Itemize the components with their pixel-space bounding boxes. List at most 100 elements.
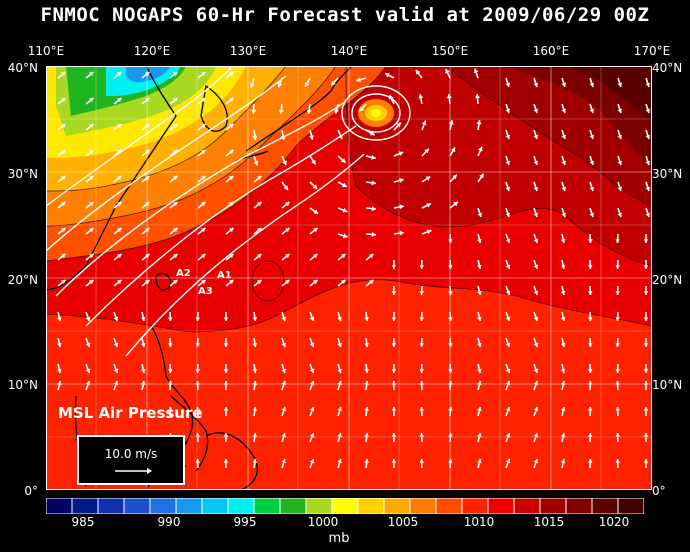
wind-vector-head bbox=[195, 343, 200, 347]
wind-vector-head bbox=[448, 317, 453, 321]
wind-vector-head bbox=[337, 316, 342, 321]
wind-vector-head bbox=[281, 433, 286, 438]
wind-vector-head bbox=[61, 202, 66, 207]
wind-vector-head bbox=[369, 130, 375, 136]
wind-vector-head bbox=[85, 316, 91, 321]
wind-vector-head bbox=[615, 369, 620, 373]
wind-vector-head bbox=[389, 95, 394, 100]
colorbar-cell bbox=[305, 498, 333, 514]
wind-vector-head bbox=[113, 316, 119, 321]
wind-vector-head bbox=[89, 202, 94, 207]
wind-vector-head bbox=[399, 204, 404, 210]
wind-vector-head bbox=[309, 381, 315, 386]
wind-vector-head bbox=[281, 459, 286, 464]
wind-vector-head bbox=[617, 108, 622, 113]
wind-vector-head bbox=[117, 228, 122, 233]
wind-vector-head bbox=[201, 72, 206, 77]
wind-vector-head bbox=[419, 459, 424, 463]
wind-vector-head bbox=[560, 459, 566, 464]
wind-vector-head bbox=[168, 317, 173, 321]
wind-vector-head bbox=[645, 186, 650, 191]
wind-vector-head bbox=[85, 368, 91, 373]
wind-vector-head bbox=[364, 317, 369, 321]
wind-vector-head bbox=[505, 381, 511, 386]
wind-vector-head bbox=[89, 176, 94, 181]
wind-vector-head bbox=[533, 368, 539, 373]
wind-vector-head bbox=[561, 108, 566, 113]
wind-vector-head bbox=[285, 228, 290, 233]
wind-vector-head bbox=[533, 264, 539, 269]
wind-vector-head bbox=[252, 369, 258, 373]
wind-vector-head bbox=[477, 407, 482, 412]
wind-vector-head bbox=[415, 70, 421, 75]
wind-vector-head bbox=[282, 160, 287, 166]
wind-vector-head bbox=[117, 280, 122, 285]
wind-vector-head bbox=[533, 108, 539, 113]
wind-vector-head bbox=[61, 280, 66, 285]
wind-vector-head bbox=[391, 343, 397, 347]
wind-vector-head bbox=[533, 134, 539, 139]
wind-vector-head bbox=[341, 280, 346, 285]
wind-vector-head bbox=[588, 265, 593, 269]
wind-vector-head bbox=[145, 150, 150, 155]
wind-vector-head bbox=[257, 280, 262, 285]
wind-vector-head bbox=[560, 381, 566, 386]
wind-vector-head bbox=[141, 316, 146, 321]
wind-vector-head bbox=[117, 124, 122, 129]
wind-vector-head bbox=[337, 342, 342, 347]
wind-vector-head bbox=[113, 368, 119, 373]
wind-vector-head bbox=[173, 124, 178, 129]
wind-vector-head bbox=[309, 316, 315, 321]
wind-vector-head bbox=[257, 176, 262, 181]
wind-vector-head bbox=[201, 202, 206, 207]
lat-label-30n-left: 30°N bbox=[7, 167, 38, 181]
wind-vector-head bbox=[89, 72, 94, 77]
colorbar-cell bbox=[409, 498, 437, 514]
wind-vector-head bbox=[391, 459, 397, 463]
wind-vector-head bbox=[309, 135, 314, 140]
colorbar-cell bbox=[201, 498, 229, 514]
wind-vector-head bbox=[313, 254, 318, 259]
wind-vector-head bbox=[396, 122, 401, 128]
wind-vector-head bbox=[364, 407, 369, 411]
colorbar-cell bbox=[617, 498, 644, 514]
wind-vector-head bbox=[201, 98, 206, 103]
wind-vector-head bbox=[195, 317, 200, 321]
wind-vector-head bbox=[505, 264, 511, 269]
colorbar-cell bbox=[487, 498, 515, 514]
wind-vector-head bbox=[61, 228, 66, 233]
wind-vector-head bbox=[249, 83, 255, 88]
wind-vector-head bbox=[283, 185, 288, 191]
wind-vector-head bbox=[453, 201, 458, 207]
wind-vector-head bbox=[643, 343, 649, 347]
wind-vector-head bbox=[313, 228, 318, 233]
wind-vector-head bbox=[252, 433, 258, 437]
wind-vector-head bbox=[57, 342, 62, 347]
wind-vector-head bbox=[195, 407, 200, 411]
wind-vector-head bbox=[589, 82, 594, 87]
colorbar-cell bbox=[435, 498, 463, 514]
wind-vector-head bbox=[61, 72, 66, 77]
lon-label-120e: 120°E bbox=[133, 44, 171, 58]
wind-vector-head bbox=[113, 381, 119, 386]
wind-vector-head bbox=[561, 212, 566, 217]
wind-vector-head bbox=[195, 369, 200, 373]
lon-label-130e: 130°E bbox=[229, 44, 267, 58]
wind-vector-head bbox=[89, 124, 94, 129]
wind-vector-head bbox=[450, 147, 456, 153]
wind-vector-head bbox=[369, 280, 374, 285]
wind-vector-head bbox=[425, 176, 431, 181]
wind-vector-head bbox=[505, 134, 511, 139]
wind-vector-head bbox=[505, 290, 511, 295]
wind-vector-head bbox=[645, 82, 650, 87]
wind-vector-head bbox=[201, 254, 206, 259]
wind-vector-head bbox=[419, 317, 424, 321]
wind-vector-head bbox=[477, 368, 482, 373]
wind-vector-head bbox=[617, 160, 622, 165]
wind-vector-head bbox=[643, 317, 649, 321]
wind-vector-head bbox=[229, 280, 234, 285]
wind-vector-head bbox=[252, 459, 258, 463]
page-title: FNMOC NOGAPS 60-Hr Forecast valid at 200… bbox=[40, 4, 650, 26]
wind-vector-head bbox=[223, 407, 229, 411]
wind-vector-head bbox=[223, 369, 229, 373]
